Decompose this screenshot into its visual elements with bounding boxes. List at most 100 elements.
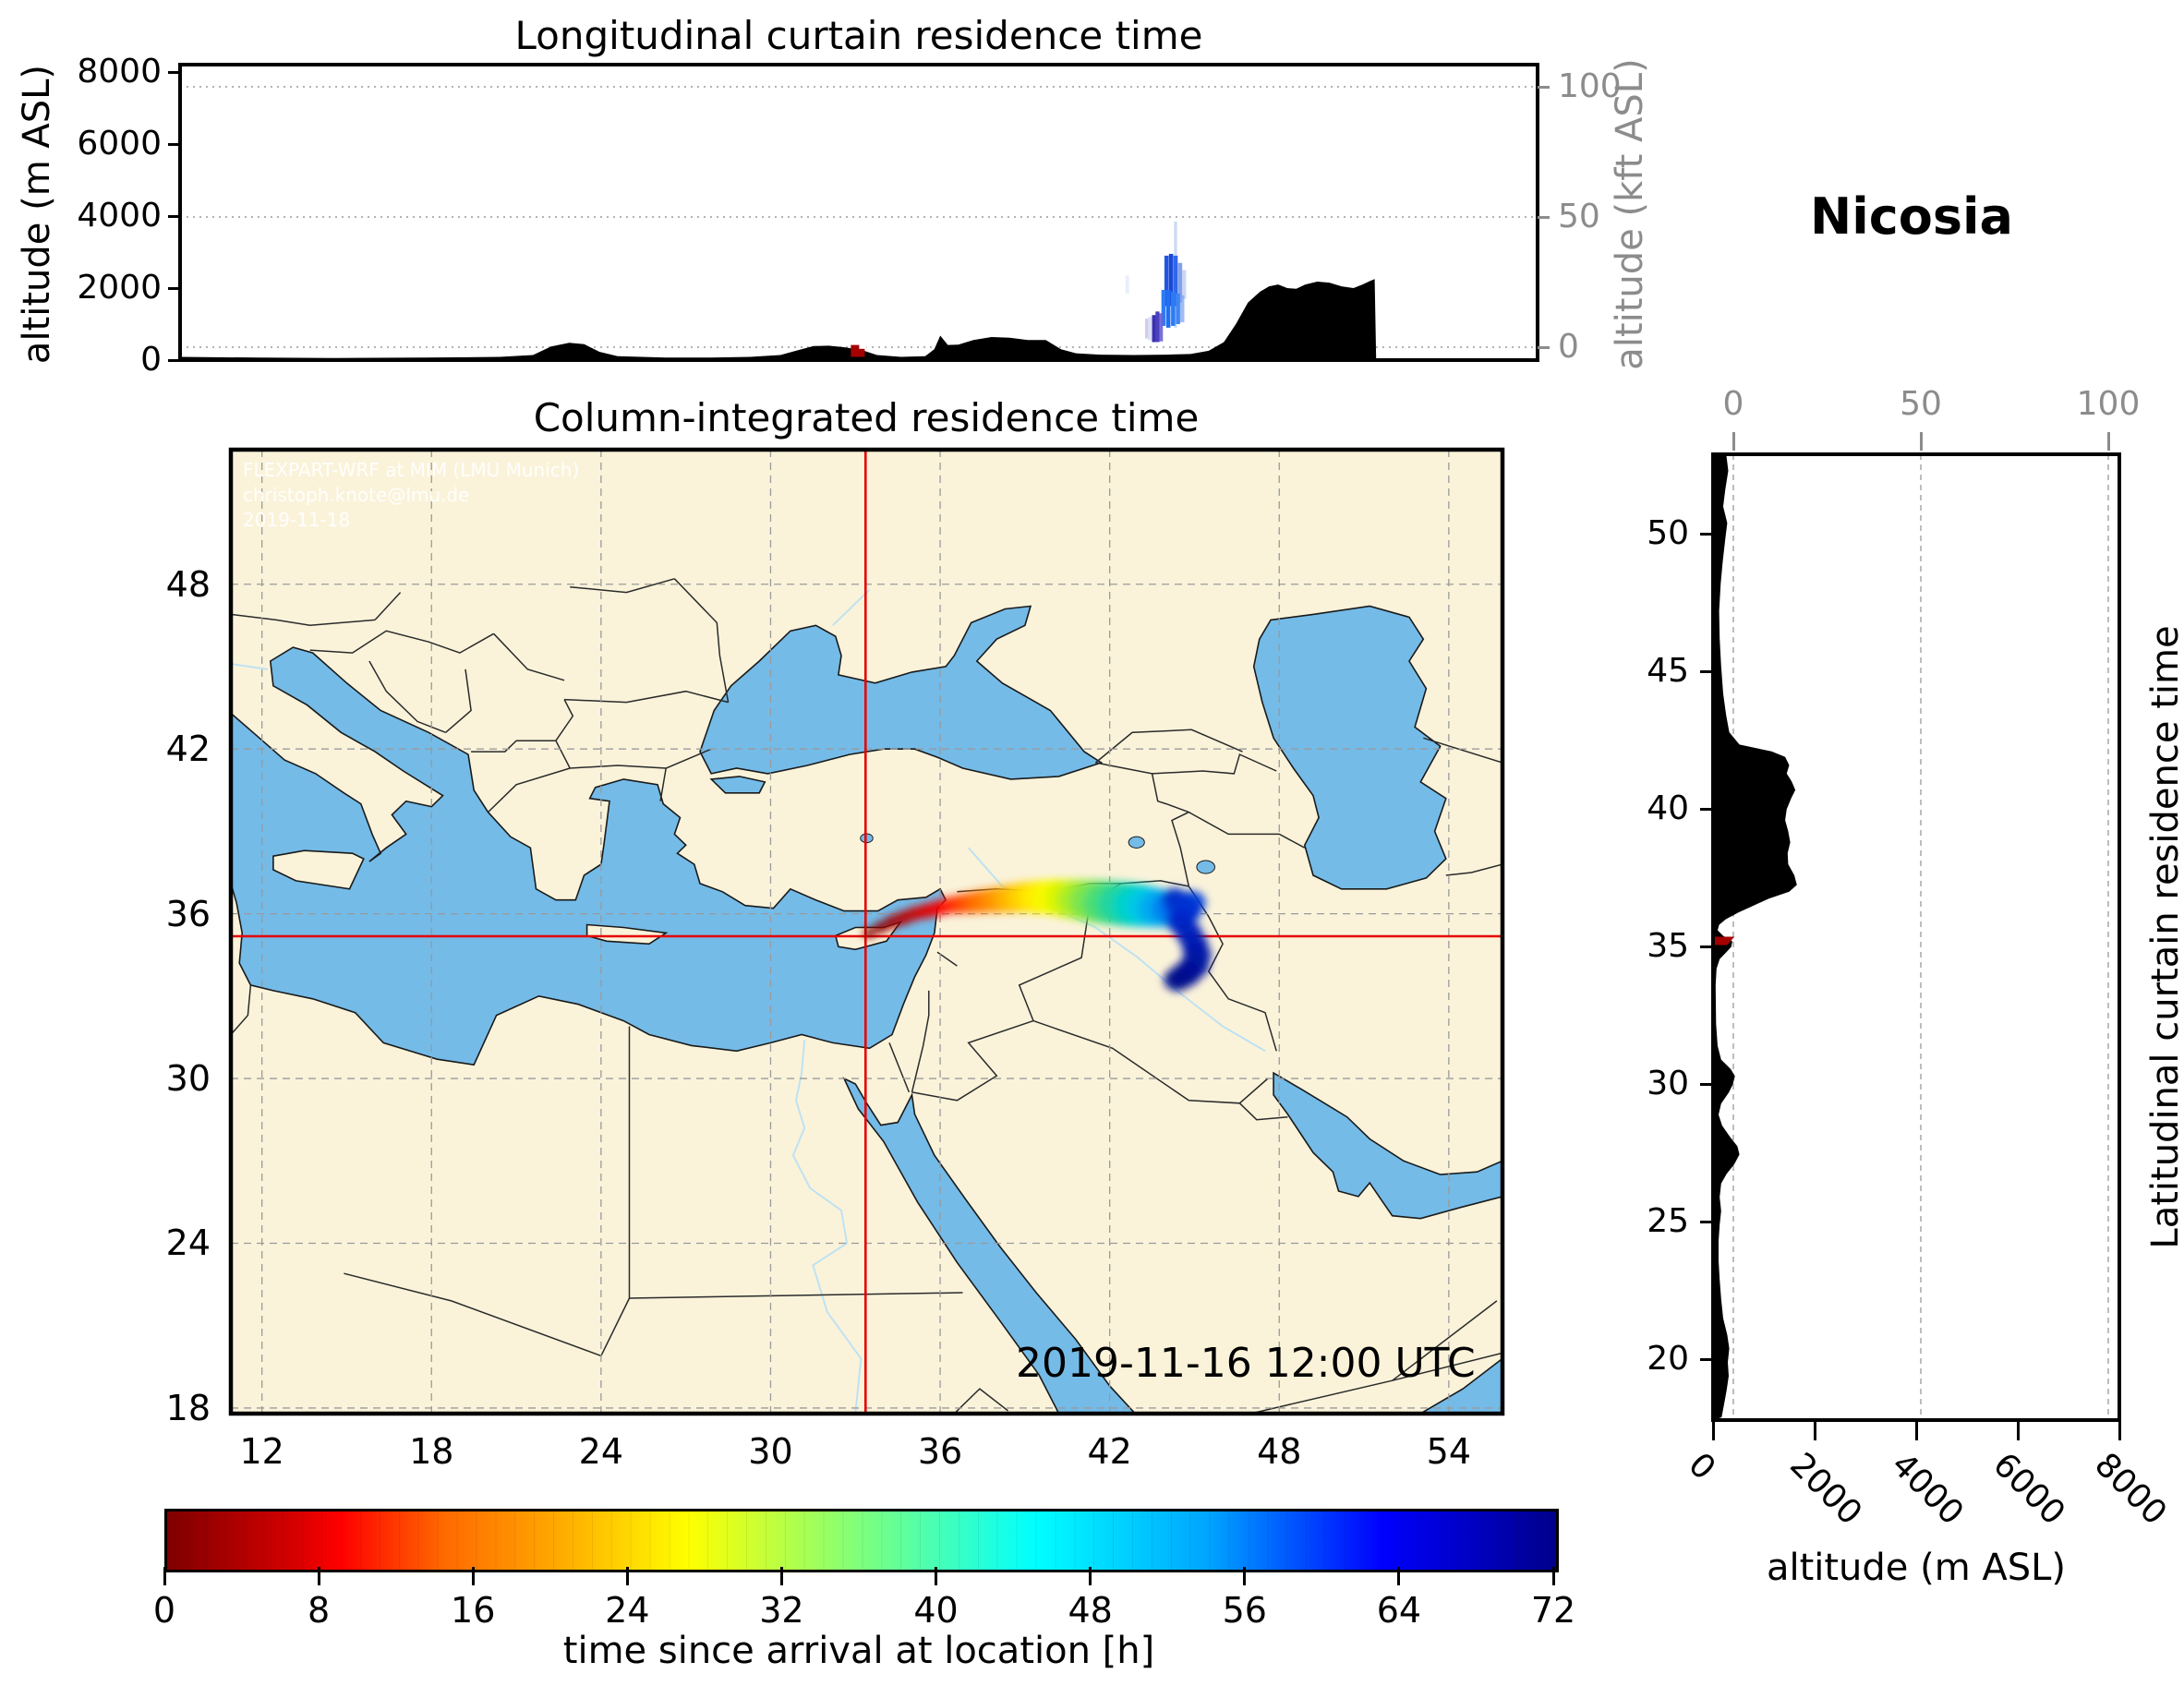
axis-tick bbox=[2106, 432, 2110, 451]
colorbar-tick bbox=[471, 1567, 475, 1585]
map-lon-tick-label: 48 bbox=[1257, 1431, 1302, 1472]
colorbar-tick bbox=[1397, 1567, 1401, 1585]
right-lat-tick-label: 40 bbox=[1647, 789, 1689, 828]
axis-tick bbox=[1732, 432, 1735, 451]
colorbar-tick-label: 48 bbox=[1068, 1590, 1113, 1631]
colorbar-tick bbox=[163, 1567, 166, 1585]
right-lat-tick-label: 20 bbox=[1647, 1340, 1689, 1379]
country-border bbox=[344, 1272, 631, 1357]
map-title: Column-integrated residence time bbox=[533, 395, 1200, 440]
colorbar-tick-label: 8 bbox=[308, 1590, 331, 1631]
country-border bbox=[570, 578, 675, 594]
colorbar-tick bbox=[1243, 1567, 1247, 1585]
map-lat-tick-label: 18 bbox=[165, 1387, 211, 1428]
right-kft-tick-label: 0 bbox=[1722, 385, 1744, 423]
watermark-line-2: christoph.knote@lmu.de bbox=[243, 484, 470, 506]
latitudinal-terrain-profile bbox=[1713, 454, 1797, 1420]
map-lat-tick-label: 36 bbox=[165, 893, 211, 934]
axis-tick bbox=[1914, 1420, 1918, 1440]
country-border bbox=[555, 699, 667, 769]
axis-tick bbox=[1700, 669, 1713, 673]
country-border bbox=[1152, 753, 1277, 775]
sea-persian_gulf bbox=[1273, 1071, 1502, 1220]
country-border bbox=[1423, 737, 1502, 764]
colorbar-tick bbox=[779, 1567, 783, 1585]
top-ylabel-left: altitude (m ASL) bbox=[16, 64, 58, 365]
longitudinal-terrain-profile bbox=[180, 279, 1538, 360]
colorbar-tick-label: 16 bbox=[451, 1590, 496, 1631]
axis-tick bbox=[2118, 1420, 2121, 1440]
map-lat-tick-label: 42 bbox=[165, 729, 211, 770]
country-border bbox=[888, 1042, 911, 1093]
country-border bbox=[673, 578, 730, 703]
colorbar-tick-label: 0 bbox=[152, 1590, 176, 1631]
colorbar-tick-label: 32 bbox=[759, 1590, 804, 1631]
country-border bbox=[564, 690, 729, 704]
longitudinal-curtain-plot bbox=[178, 63, 1539, 362]
country-border bbox=[487, 767, 571, 813]
right-xlabel: altitude (m ASL) bbox=[1766, 1547, 2067, 1589]
latitudinal-curtain-plot bbox=[1711, 452, 2121, 1422]
country-border bbox=[493, 632, 565, 681]
sea-caspian bbox=[1252, 605, 1447, 890]
country-border bbox=[1188, 885, 1277, 1052]
colorbar-gradient bbox=[164, 1509, 1559, 1572]
country-border bbox=[1032, 1019, 1269, 1104]
country-border bbox=[445, 668, 472, 733]
colorbar-tick bbox=[1551, 1567, 1555, 1585]
right-alt-tick-label: 4000 bbox=[1884, 1445, 1971, 1533]
axis-tick bbox=[1919, 432, 1923, 451]
right-lat-tick-label: 50 bbox=[1647, 514, 1689, 553]
island-sicily bbox=[272, 849, 365, 890]
axis-tick bbox=[1700, 1082, 1713, 1086]
right-side-label: Latitudinal curtain residence time bbox=[2144, 625, 2184, 1249]
map-lat-tick-label: 30 bbox=[165, 1058, 211, 1100]
country-border bbox=[1238, 1102, 1288, 1121]
map-lon-tick-label: 54 bbox=[1426, 1431, 1472, 1472]
axis-tick bbox=[168, 358, 180, 362]
country-border bbox=[374, 592, 402, 620]
colorbar-tick bbox=[317, 1567, 320, 1585]
country-border bbox=[471, 740, 556, 753]
river-dnieper bbox=[832, 588, 871, 627]
map-plume bbox=[863, 879, 1212, 992]
right-lat-tick-label: 25 bbox=[1647, 1202, 1689, 1241]
colorbar-tick-label: 24 bbox=[605, 1590, 650, 1631]
right-lat-tick-label: 45 bbox=[1647, 652, 1689, 691]
country-border bbox=[309, 630, 494, 654]
axis-tick bbox=[168, 142, 180, 146]
axis-tick bbox=[2016, 1420, 2020, 1440]
map-lon-tick-label: 42 bbox=[1087, 1431, 1132, 1472]
source-marker-latitudinal bbox=[1715, 936, 1735, 945]
country-border bbox=[911, 990, 930, 1093]
map-lon-tick-label: 18 bbox=[409, 1431, 454, 1472]
axis-tick bbox=[1700, 807, 1713, 811]
river-po bbox=[231, 663, 268, 670]
watermark-line-3: 2019-11-18 bbox=[243, 509, 351, 531]
map-plot bbox=[228, 447, 1505, 1416]
top-ytick-label: 4000 bbox=[77, 197, 162, 235]
axis-tick bbox=[168, 70, 180, 74]
sea-marmara bbox=[709, 776, 766, 794]
colorbar-tick bbox=[935, 1567, 938, 1585]
top-ytick-label: 0 bbox=[140, 341, 162, 379]
longitudinal-curtain-title: Longitudinal curtain residence time bbox=[514, 13, 1203, 58]
top-ytick-label: 6000 bbox=[77, 125, 162, 163]
country-border bbox=[1445, 863, 1502, 876]
country-border bbox=[231, 613, 376, 627]
sea-mediterranean bbox=[231, 646, 947, 1066]
map-lat-tick-label: 24 bbox=[165, 1222, 211, 1264]
axis-tick bbox=[1711, 1420, 1715, 1440]
axis-tick bbox=[1700, 945, 1713, 948]
top-kft-tick-label: 0 bbox=[1558, 328, 1579, 366]
right-kft-tick-label: 50 bbox=[1900, 385, 1942, 423]
country-border bbox=[953, 1388, 1008, 1414]
axis-tick bbox=[1538, 345, 1550, 349]
country-border bbox=[231, 984, 252, 1035]
right-kft-tick-label: 100 bbox=[2076, 385, 2141, 423]
colorbar-tick bbox=[625, 1567, 629, 1585]
country-border bbox=[629, 1292, 963, 1299]
map-lon-tick-label: 36 bbox=[917, 1431, 963, 1472]
top-kft-tick-label: 50 bbox=[1558, 198, 1600, 235]
right-alt-tick-label: 8000 bbox=[2087, 1445, 2174, 1533]
